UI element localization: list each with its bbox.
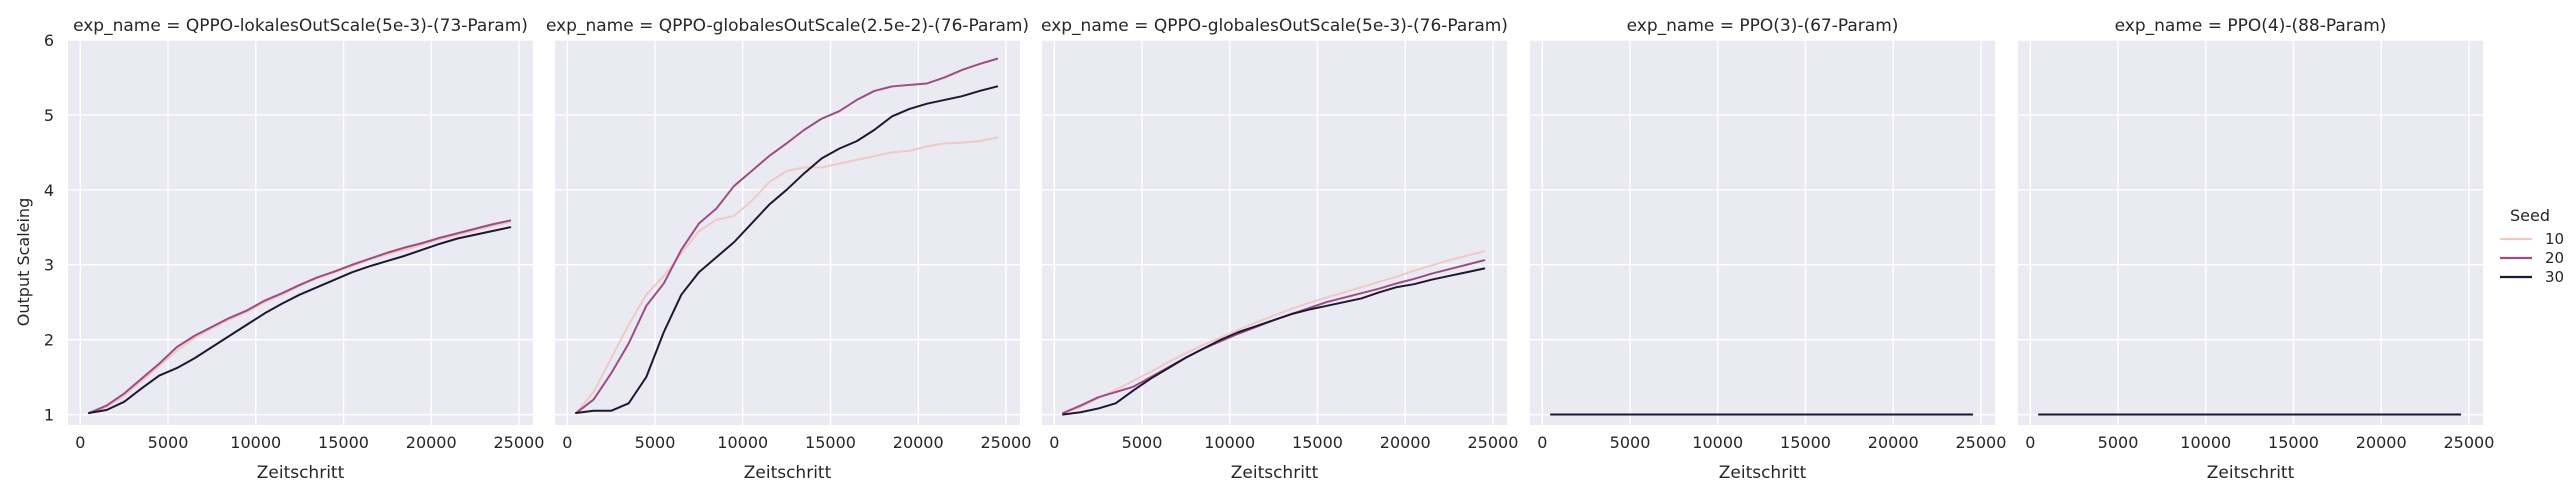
x-axis-label: Zeitschritt (744, 463, 832, 483)
facet-title: exp_name = QPPO-globalesOutScale(2.5e-2)… (546, 16, 1029, 36)
y-tick-label: 4 (44, 181, 54, 200)
facet-panel-3: 0 5000 10000 15000 20000 25000 exp_name = QPPO… (1041, 16, 1518, 483)
facet-title: exp_name = QPPO-lokalesOutScale(5e-3)-(7… (73, 16, 528, 36)
plot-background (2018, 40, 2483, 425)
x-tick-label: 10000 (717, 433, 768, 452)
x-tick-label: 20000 (2356, 433, 2407, 452)
x-tick-label: 20000 (406, 433, 457, 452)
facet-panel-5: 0 5000 10000 15000 20000 25000 exp_name = PPO(… (2018, 16, 2494, 483)
y-tick-label: 5 (44, 106, 54, 125)
facet-panel-2: 0 5000 10000 15000 20000 25000 exp_name = QPPO… (546, 16, 1031, 483)
legend-title: Seed (2510, 206, 2550, 225)
y-tick-label: 3 (44, 256, 54, 275)
x-tick-label: 20000 (1868, 433, 1919, 452)
x-tick-label: 25000 (494, 433, 545, 452)
x-tick-label: 10000 (2180, 433, 2231, 452)
legend-item-20: 20 (2500, 249, 2564, 267)
x-tick-label: 5000 (635, 433, 676, 452)
x-tick-label: 25000 (1956, 433, 2007, 452)
legend-label: 30 (2545, 268, 2564, 286)
x-tick-label: 10000 (230, 433, 281, 452)
x-tick-label: 0 (2025, 433, 2035, 452)
plot-background (555, 40, 1020, 425)
x-tick-label: 10000 (1692, 433, 1743, 452)
series-line-30 (88, 226, 512, 415)
plot-background (68, 40, 533, 425)
x-tick-label: 25000 (981, 433, 1032, 452)
series-line-20 (575, 57, 999, 415)
x-tick-label: 5000 (148, 433, 189, 452)
plot-background (1530, 40, 1995, 425)
series-line-10 (1062, 250, 1486, 415)
y-tick-label: 6 (44, 31, 54, 50)
x-tick-label: 20000 (893, 433, 944, 452)
x-tick-label: 25000 (1468, 433, 1519, 452)
x-tick-label: 5000 (1122, 433, 1163, 452)
x-tick-label: 0 (1537, 433, 1547, 452)
x-tick-label: 0 (562, 433, 572, 452)
x-tick-label: 15000 (1292, 433, 1343, 452)
legend-label: 20 (2545, 249, 2564, 267)
legend-item-30: 30 (2500, 268, 2564, 286)
x-tick-label: 15000 (2268, 433, 2319, 452)
legend-item-10: 10 (2500, 230, 2564, 248)
facet-panels: 0 5000 10000 15000 20000 25000 1 2 3 4 5 6 exp_name … (44, 16, 2495, 483)
facet-panel-4: 0 5000 10000 15000 20000 25000 exp_name = PPO(… (1530, 16, 2006, 483)
x-tick-label: 0 (75, 433, 85, 452)
x-tick-label: 10000 (1204, 433, 1255, 452)
series-line-10 (575, 136, 999, 415)
facet-title: exp_name = PPO(4)-(88-Param) (2115, 16, 2387, 36)
series-line-20 (88, 219, 512, 415)
facet-title: exp_name = PPO(3)-(67-Param) (1627, 16, 1899, 36)
legend-label: 10 (2545, 230, 2564, 248)
series-line-30 (575, 85, 999, 415)
y-axis-label: Output Scaleing (14, 198, 33, 326)
x-tick-label: 15000 (318, 433, 369, 452)
x-tick-label: 25000 (2444, 433, 2495, 452)
facet-panel-1: 0 5000 10000 15000 20000 25000 1 2 3 4 5 6 exp_name … (44, 16, 545, 483)
x-axis-label: Zeitschritt (2207, 463, 2295, 483)
facet-title: exp_name = QPPO-globalesOutScale(5e-3)-(… (1041, 16, 1508, 36)
x-tick-label: 20000 (1380, 433, 1431, 452)
x-tick-label: 5000 (1610, 433, 1651, 452)
y-tick-label: 1 (44, 406, 54, 425)
x-tick-label: 0 (1049, 433, 1059, 452)
x-axis-label: Zeitschritt (257, 463, 345, 483)
plot-background (1042, 40, 1507, 425)
y-tick-label: 2 (44, 331, 54, 350)
x-axis-label: Zeitschritt (1231, 463, 1319, 483)
series-line-30 (1062, 267, 1486, 416)
x-tick-label: 15000 (805, 433, 856, 452)
x-axis-label: Zeitschritt (1719, 463, 1807, 483)
x-tick-label: 15000 (1780, 433, 1831, 452)
x-tick-label: 5000 (2098, 433, 2139, 452)
